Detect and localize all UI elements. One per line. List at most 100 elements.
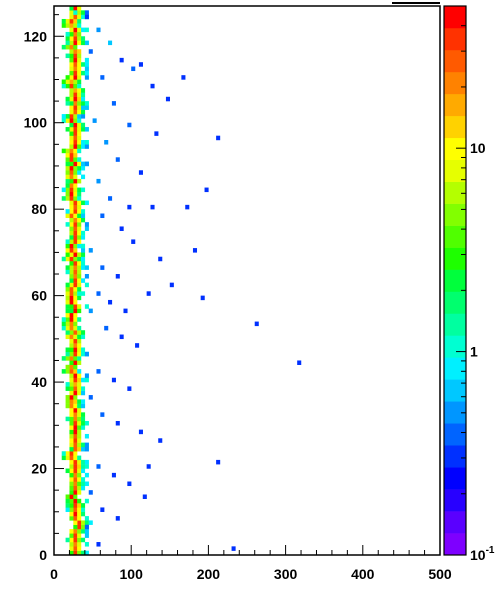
heatmap-cell: [73, 53, 78, 59]
heatmap-cell: [84, 10, 89, 15]
heatmap-cell: [69, 57, 74, 63]
heatmap-cell: [73, 299, 78, 305]
heatmap-cell: [65, 157, 70, 162]
heatmap-cell: [77, 204, 82, 210]
heatmap-cell: [69, 282, 74, 288]
heatmap-cell: [73, 416, 78, 422]
heatmap-cell: [69, 6, 74, 11]
heatmap-cell: [77, 217, 82, 223]
heatmap-cell: [69, 83, 74, 89]
heatmap-cell: [111, 472, 116, 478]
heatmap-cell: [81, 291, 86, 296]
heatmap-cell: [73, 433, 78, 439]
heatmap-cell: [81, 377, 86, 383]
heatmap-cell: [81, 187, 86, 193]
heatmap-cell: [69, 135, 74, 141]
heatmap-cell: [73, 442, 78, 448]
heatmap-cell: [69, 308, 74, 314]
heatmap-cell: [73, 183, 78, 188]
heatmap-cell: [65, 498, 70, 504]
heatmap-cell: [65, 507, 70, 512]
heatmap-cell: [73, 451, 78, 456]
axes: 0 100 200 300 400 500 0 20 40 60 80 100 120: [24, 14, 452, 582]
heatmap-cell: [138, 170, 143, 175]
heatmap-cell: [158, 438, 163, 443]
heatmap-cell: [65, 321, 70, 327]
heatmap-cell: [61, 455, 66, 461]
heatmap-cell: [81, 425, 86, 430]
heatmap-cell: [77, 14, 82, 20]
heatmap-cell: [81, 265, 86, 270]
heatmap-cell: [61, 451, 66, 456]
heatmap-cell: [65, 213, 70, 219]
heatmap-cell: [65, 269, 70, 275]
heatmap-cell: [73, 403, 78, 409]
heatmap-cell: [73, 79, 78, 85]
heatmap-cell: [69, 503, 74, 508]
heatmap-cell: [69, 295, 74, 301]
heatmap-cell: [77, 165, 82, 171]
heatmap-cell: [65, 308, 70, 314]
heatmap-cell: [81, 122, 86, 128]
heatmap-cell: [77, 40, 82, 46]
heatmap-cell: [77, 127, 82, 132]
heatmap-cell: [131, 239, 136, 244]
heatmap-cell: [69, 49, 74, 54]
heatmap-cell: [135, 343, 140, 348]
heatmap-cell: [77, 148, 82, 154]
heatmap-cell: [69, 416, 74, 422]
heatmap-cell: [81, 459, 86, 465]
heatmap-cell: [77, 334, 82, 340]
heatmap-cell: [69, 343, 74, 348]
heatmap-cell: [77, 261, 82, 266]
colorbar-segment: [444, 401, 466, 424]
heatmap-cell: [77, 161, 82, 167]
heatmap-cell: [77, 399, 82, 404]
heatmap-cell: [61, 369, 66, 374]
heatmap-cell: [77, 27, 82, 33]
heatmap-cell: [69, 438, 74, 443]
colorbar-frame: [443, 5, 467, 556]
heatmap-cell: [73, 127, 78, 132]
heatmap-cell: [65, 351, 70, 357]
heatmap-cell: [69, 178, 74, 184]
heatmap-cell: [77, 455, 82, 461]
heatmap-cell: [65, 334, 70, 340]
heatmap-cell: [81, 464, 86, 469]
heatmap-cell: [77, 472, 82, 478]
heatmap-cell: [69, 360, 74, 365]
heatmap-cell: [69, 174, 74, 180]
heatmap-cell: [69, 62, 74, 67]
heatmap-cell: [69, 209, 74, 214]
heatmap-cell: [84, 550, 89, 556]
heatmap-cell: [77, 408, 82, 413]
heatmap-cell: [77, 351, 82, 357]
heatmap-cell: [77, 191, 82, 197]
heatmap-cell: [204, 187, 209, 193]
heatmap-cell: [77, 308, 82, 314]
heatmap-cell: [69, 200, 74, 206]
heatmap-cell: [84, 516, 89, 521]
heatmap-cell: [81, 248, 86, 253]
heatmap-cell: [69, 286, 74, 292]
heatmap-cell: [69, 70, 74, 76]
heatmap-cell: [81, 92, 86, 97]
heatmap-cell: [65, 152, 70, 158]
heatmap-cell: [77, 269, 82, 275]
heatmap-cell: [73, 44, 78, 50]
heatmap-cell: [65, 209, 70, 214]
heatmap-cell: [77, 88, 82, 93]
heatmap-cell: [138, 62, 143, 67]
heatmap-cell: [73, 312, 78, 318]
heatmap-cell: [81, 109, 86, 115]
heatmap-cell: [73, 503, 78, 508]
heatmap-cell: [77, 412, 82, 417]
heatmap-cell: [73, 66, 78, 72]
y-tick-label: 80: [31, 201, 47, 217]
heatmap-cell: [84, 66, 89, 72]
colorbar-segment: [444, 335, 466, 358]
heatmap-cell: [77, 170, 82, 175]
heatmap-cell: [88, 520, 93, 525]
heatmap-cell: [61, 196, 66, 201]
heatmap-cell: [77, 122, 82, 128]
